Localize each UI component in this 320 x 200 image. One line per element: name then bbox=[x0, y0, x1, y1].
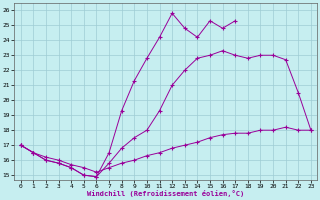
X-axis label: Windchill (Refroidissement éolien,°C): Windchill (Refroidissement éolien,°C) bbox=[87, 190, 244, 197]
